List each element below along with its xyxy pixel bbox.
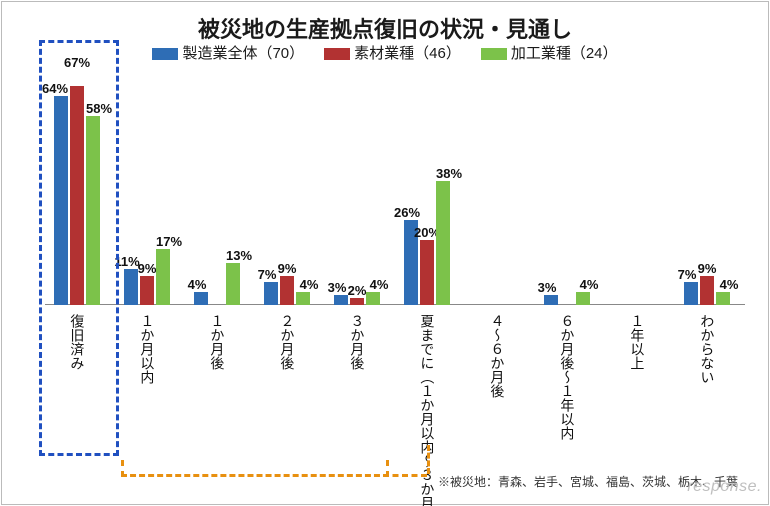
- bar-group: 26%20%38%: [395, 60, 459, 305]
- bar-value-label: 7%: [678, 267, 697, 282]
- category-label: 復旧済み: [45, 314, 109, 375]
- bar-value-label: 4%: [300, 277, 319, 292]
- bar-value-label: 4%: [720, 277, 739, 292]
- bar-group: 4% 13%: [185, 60, 249, 305]
- bar: 20%: [420, 240, 434, 305]
- bar-value-label: 11%: [114, 254, 139, 269]
- chart-area: 64%67%58%11%9%17%4%13%7%9%4%3%2%4%26%20%…: [45, 60, 745, 305]
- bar: 38%: [436, 181, 450, 305]
- category-label: ４〜６か月後: [465, 314, 529, 403]
- bar-value-label: 4%: [580, 277, 599, 292]
- bar: 58%: [86, 116, 100, 305]
- bar: 17%: [156, 249, 170, 305]
- category-label: １か月後: [185, 314, 249, 375]
- bar-value-label: 9%: [138, 261, 157, 276]
- bar-value-label: 64%: [42, 81, 68, 96]
- bar: 9%: [140, 276, 154, 305]
- x-axis-labels: 復旧済み１か月以内１か月後２か月後３か月後夏までに（１か月以内〜３か月後 計）４…: [45, 310, 745, 460]
- category-label: ６か月後〜１年以内: [535, 314, 599, 445]
- bracket-extension: [383, 474, 427, 477]
- bar: 64%: [54, 96, 68, 305]
- bar-value-label: 3%: [538, 280, 557, 295]
- category-label: １か月以内: [115, 314, 179, 389]
- bar: 4%: [366, 292, 380, 305]
- bar: 11%: [124, 269, 138, 305]
- bar: 7%: [684, 282, 698, 305]
- bar-group: [605, 60, 669, 305]
- bracket: [121, 460, 389, 477]
- bar: 7%: [264, 282, 278, 305]
- bar-group: [465, 60, 529, 305]
- bar-value-label: 9%: [698, 261, 717, 276]
- bar: 4%: [194, 292, 208, 305]
- bar-value-label: 26%: [394, 205, 420, 220]
- bracket-arrow-up: [427, 445, 430, 474]
- bar: 9%: [280, 276, 294, 305]
- bar-group: 3%2%4%: [325, 60, 389, 305]
- bar-value-label: 2%: [348, 283, 367, 298]
- chart-title: 被災地の生産拠点復旧の状況・見通し: [0, 12, 770, 44]
- bar-value-label: 13%: [226, 248, 252, 263]
- legend-swatch: [481, 48, 507, 60]
- category-label: １年以上: [605, 314, 669, 375]
- category-label: ３か月後: [325, 314, 389, 375]
- watermark: response.: [687, 478, 762, 496]
- bar-value-label: 4%: [370, 277, 389, 292]
- bar: 13%: [226, 263, 240, 305]
- bar: 3%: [334, 295, 348, 305]
- bar: 3%: [544, 295, 558, 305]
- bar-value-label: 67%: [64, 55, 90, 70]
- bar-group: 3% 4%: [535, 60, 599, 305]
- bar: 4%: [296, 292, 310, 305]
- bar-value-label: 17%: [156, 234, 182, 249]
- bar-group: 64%67%58%: [45, 60, 109, 305]
- bar: 67%: [70, 86, 84, 305]
- bar-group: 7%9%4%: [255, 60, 319, 305]
- bar-value-label: 7%: [258, 267, 277, 282]
- legend-swatch: [152, 48, 178, 60]
- bar-value-label: 3%: [328, 280, 347, 295]
- bar-group: 11%9%17%: [115, 60, 179, 305]
- legend-swatch: [324, 48, 350, 60]
- bar-value-label: 38%: [436, 166, 462, 181]
- bar: 4%: [576, 292, 590, 305]
- bar-value-label: 58%: [86, 101, 112, 116]
- bar-group: 7%9%4%: [675, 60, 739, 305]
- category-label: ２か月後: [255, 314, 319, 375]
- category-label: わからない: [675, 314, 739, 389]
- bar: 4%: [716, 292, 730, 305]
- bar: 2%: [350, 298, 364, 305]
- bar: 9%: [700, 276, 714, 305]
- bar-value-label: 4%: [188, 277, 207, 292]
- bar-value-label: 9%: [278, 261, 297, 276]
